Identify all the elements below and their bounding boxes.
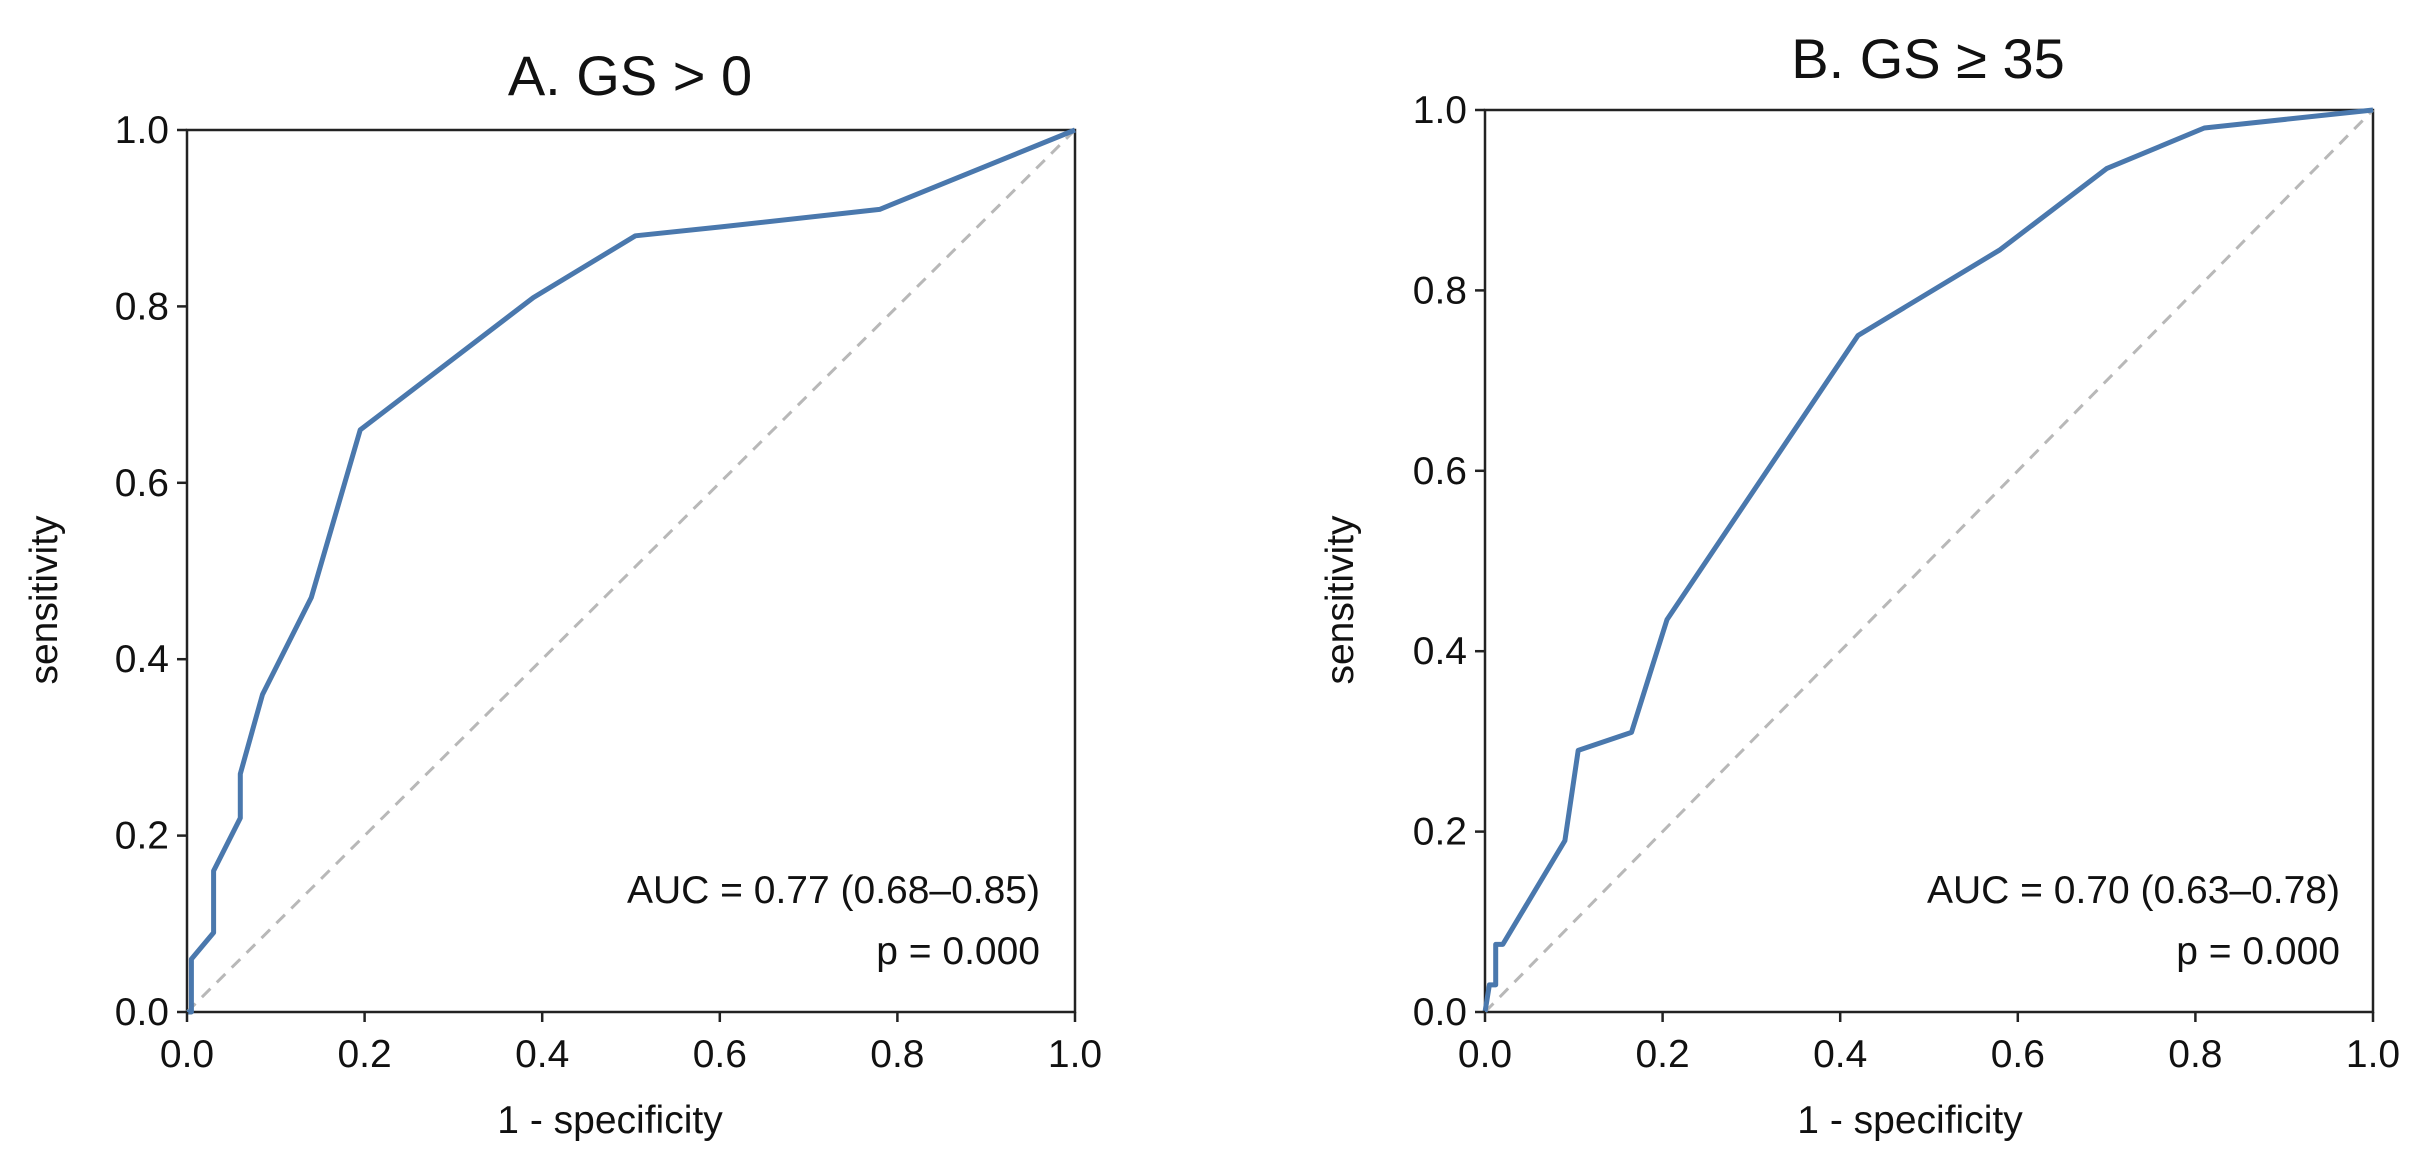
x-tick-label: 0.8 (870, 1033, 924, 1076)
panel-b-reference-line (1483, 108, 2375, 1014)
y-tick-label: 0.6 (115, 462, 169, 505)
y-tick-label: 0.2 (115, 815, 169, 858)
x-tick-label: 0.0 (1458, 1033, 1512, 1076)
y-tick-label: 0.4 (1413, 630, 1467, 673)
y-tick-label: 0.2 (1413, 811, 1467, 854)
y-tick-label: 1.0 (1413, 89, 1467, 132)
x-tick-label: 0.4 (1813, 1033, 1867, 1076)
panel-a-y-axis-label: sensitivity (23, 515, 66, 685)
x-tick-label: 0.6 (1991, 1033, 2045, 1076)
panel-b-y-ticks: 0.0 0.2 0.4 0.6 0.8 1.0 (1413, 89, 1485, 1034)
x-tick-label: 1.0 (2346, 1033, 2400, 1076)
y-tick-label: 0.0 (115, 991, 169, 1034)
panel-a-title: A. GS > 0 (508, 44, 752, 107)
panel-b-x-axis-label: 1 - specificity (1797, 1099, 2023, 1142)
panel-b-p-value-annotation: p = 0.000 (2176, 930, 2340, 973)
panel-b-y-axis-label: sensitivity (1319, 515, 1362, 685)
panel-b-frame (1483, 108, 2375, 1014)
y-tick-label: 0.8 (115, 285, 169, 328)
panel-a-auc-annotation: AUC = 0.77 (0.68–0.85) (627, 869, 1040, 912)
panel-a-x-ticks: 0.0 0.2 0.4 0.6 0.8 1.0 (160, 1012, 1102, 1076)
x-tick-label: 1.0 (1048, 1033, 1102, 1076)
x-tick-label: 0.8 (2168, 1033, 2222, 1076)
y-tick-label: 0.0 (1413, 991, 1467, 1034)
y-tick-label: 1.0 (115, 109, 169, 152)
panel-b: B. GS ≥ 35 0.0 0.2 0.4 0.6 0.8 1.0 0.00.20.40… (1319, 27, 2400, 1142)
x-tick-label: 0.4 (515, 1033, 569, 1076)
panel-a-x-axis-label: 1 - specificity (497, 1099, 723, 1142)
panel-b-roc-curve (1482, 107, 2374, 1013)
y-tick-label: 0.8 (1413, 269, 1467, 312)
panel-a-frame (185, 128, 1077, 1014)
y-tick-label: 0.6 (1413, 450, 1467, 493)
panel-a-y-ticks: 0.0 0.2 0.4 0.6 0.8 1.0 (115, 109, 187, 1034)
panel-b-title: B. GS ≥ 35 (1791, 27, 2065, 90)
y-tick-label: 0.4 (115, 638, 169, 681)
panel-a: A. GS > 0 0.0 0.2 0.4 0.6 0.8 1.0 0.00.20.40.… (23, 44, 1102, 1142)
panel-a-p-value-annotation: p = 0.000 (876, 930, 1040, 973)
panel-a-roc-curve (187, 127, 1076, 1015)
x-tick-label: 0.2 (337, 1033, 391, 1076)
x-tick-label: 0.2 (1635, 1033, 1689, 1076)
panel-b-auc-annotation: AUC = 0.70 (0.63–0.78) (1927, 869, 2340, 912)
x-tick-label: 0.0 (160, 1033, 214, 1076)
x-tick-label: 0.6 (693, 1033, 747, 1076)
panel-b-x-ticks: 0.0 0.2 0.4 0.6 0.8 1.0 (1458, 1012, 2400, 1076)
